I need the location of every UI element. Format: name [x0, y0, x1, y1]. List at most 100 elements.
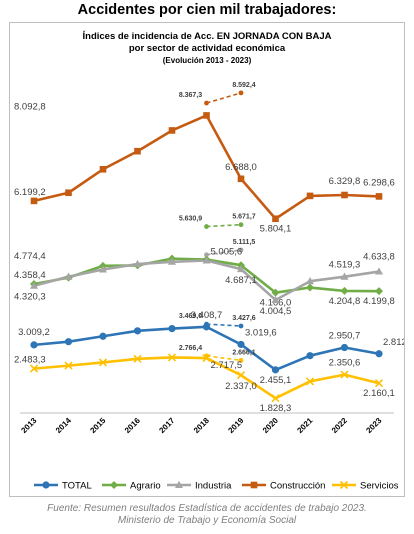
data-point-total — [271, 366, 280, 374]
data-point-industria — [168, 257, 176, 265]
data-label-total: 3.019,6 — [245, 327, 277, 338]
projection-label: 5.111,5 — [233, 239, 256, 246]
series-line-industria — [33, 259, 380, 302]
data-label-construccion: 8.092,8 — [14, 101, 46, 112]
line-chart: Índices de incidencia de Acc. EN JORNADA… — [14, 31, 404, 492]
data-point-agrario — [306, 283, 314, 292]
data-label-total: 2.950,7 — [329, 331, 361, 342]
legend-marker — [175, 480, 183, 488]
data-point-total — [133, 327, 142, 335]
legend-label-total: TOTAL — [62, 481, 92, 492]
data-label-servicios: 2.717,5 — [211, 360, 243, 371]
data-point-construccion — [168, 127, 176, 134]
x-tick-label: 2013 — [19, 416, 38, 435]
data-point-industria — [64, 272, 73, 280]
x-tick-label: 2023 — [364, 416, 383, 435]
projection-label: 5.671,7 — [232, 214, 255, 221]
data-point-construccion — [306, 192, 314, 200]
data-label-construccion: 6.298,6 — [363, 177, 395, 188]
projection-point — [204, 224, 209, 229]
data-point-servicios — [64, 361, 73, 370]
data-label-construccion: 6.199,2 — [14, 187, 46, 198]
projection-point — [238, 323, 244, 329]
data-label-servicios: 2.337,0 — [225, 381, 257, 392]
projection-label: 3.427,6 — [232, 315, 255, 322]
data-label-total: 2.455,1 — [260, 375, 292, 386]
data-point-servicios — [98, 358, 108, 367]
data-label-industria: 4.633,8 — [363, 252, 395, 263]
projection-line-servicios — [206, 355, 242, 362]
data-point-servicios — [271, 394, 280, 403]
data-point-total — [30, 341, 38, 349]
projection-point — [204, 252, 209, 258]
data-point-servicios — [340, 370, 349, 379]
chart-panel: Índices de incidencia de Acc. EN JORNADA… — [9, 22, 405, 497]
data-label-servicios: 2.483,3 — [14, 355, 46, 366]
legend-marker — [42, 481, 50, 489]
data-point-industria — [271, 295, 280, 303]
source-note: Fuente: Resumen resultados Estadística d… — [0, 503, 414, 527]
legend-marker — [250, 481, 258, 489]
data-point-industria — [306, 277, 314, 285]
data-point-construccion — [134, 147, 141, 155]
projection-label: 8.592,4 — [232, 82, 255, 89]
data-point-industria — [30, 281, 38, 289]
data-point-total — [64, 338, 73, 346]
page-header: Accidentes por cien mil trabajadores: — [77, 2, 337, 18]
data-label-construccion: 5.804,1 — [260, 224, 292, 235]
data-label-servicios: 2.160,1 — [363, 388, 395, 399]
data-point-total — [340, 343, 349, 352]
source-line-1: Fuente: Resumen resultados Estadística d… — [47, 503, 367, 514]
x-tick-label: 2017 — [157, 416, 176, 435]
data-point-construccion — [30, 197, 38, 205]
legend-label-servicios: Servicios — [360, 481, 399, 492]
projection-point — [238, 357, 244, 363]
data-label-servicios: 1.828,3 — [260, 403, 292, 414]
data-point-construccion — [65, 189, 72, 197]
data-point-industria — [99, 265, 107, 273]
data-point-total — [237, 340, 245, 349]
data-point-construccion — [375, 193, 383, 200]
projection-point — [238, 222, 244, 228]
data-label-industria: 5.005,6 — [211, 246, 243, 257]
data-label-agrario: 4.358,4 — [14, 270, 46, 281]
data-label-construccion: 6.329,8 — [329, 176, 361, 187]
legend-label-industria: Industria — [195, 481, 232, 492]
legend-label-construccion: Construcción — [270, 481, 325, 492]
data-point-construccion — [237, 175, 245, 183]
data-label-industria: 4.320,3 — [14, 292, 46, 303]
series-line-construccion — [33, 114, 380, 221]
data-point-industria — [133, 259, 142, 268]
data-point-servicios — [29, 364, 39, 373]
projection-line-agrario — [206, 223, 242, 228]
projection-line-total — [206, 323, 242, 327]
data-point-servicios — [236, 371, 246, 380]
data-point-total — [168, 324, 176, 333]
data-point-industria — [202, 256, 211, 264]
data-label-agrario: 4.774,4 — [14, 251, 46, 262]
x-tick-label: 2022 — [330, 416, 349, 435]
data-point-agrario — [375, 287, 383, 296]
legend-label-agrario: Agrario — [130, 481, 161, 492]
x-tick-label: 2016 — [123, 416, 142, 435]
projection-line-construccion — [206, 92, 242, 104]
data-point-servicios — [374, 379, 384, 388]
data-point-construccion — [272, 215, 279, 223]
projection-label: 3.469,0 — [179, 313, 202, 320]
data-label-total: 3.009,2 — [18, 327, 50, 338]
projection-line-industria — [206, 249, 242, 256]
data-point-agrario — [271, 288, 280, 297]
chart-title-line-3: (Evolución 2013 - 2023) — [163, 56, 252, 65]
data-point-servicios — [305, 377, 315, 386]
x-tick-label: 2020 — [261, 416, 280, 435]
data-point-servicios — [133, 354, 142, 363]
projection-label: 5.630,9 — [179, 216, 202, 223]
x-tick-label: 2019 — [226, 416, 245, 435]
series-line-servicios — [33, 356, 380, 400]
data-point-total — [306, 352, 314, 360]
data-point-industria — [237, 264, 245, 273]
projection-point — [238, 90, 244, 96]
source-line-2: Ministerio de Trabajo y Economía Social — [117, 515, 297, 526]
data-point-construccion — [99, 165, 107, 173]
projection-point — [204, 100, 209, 106]
